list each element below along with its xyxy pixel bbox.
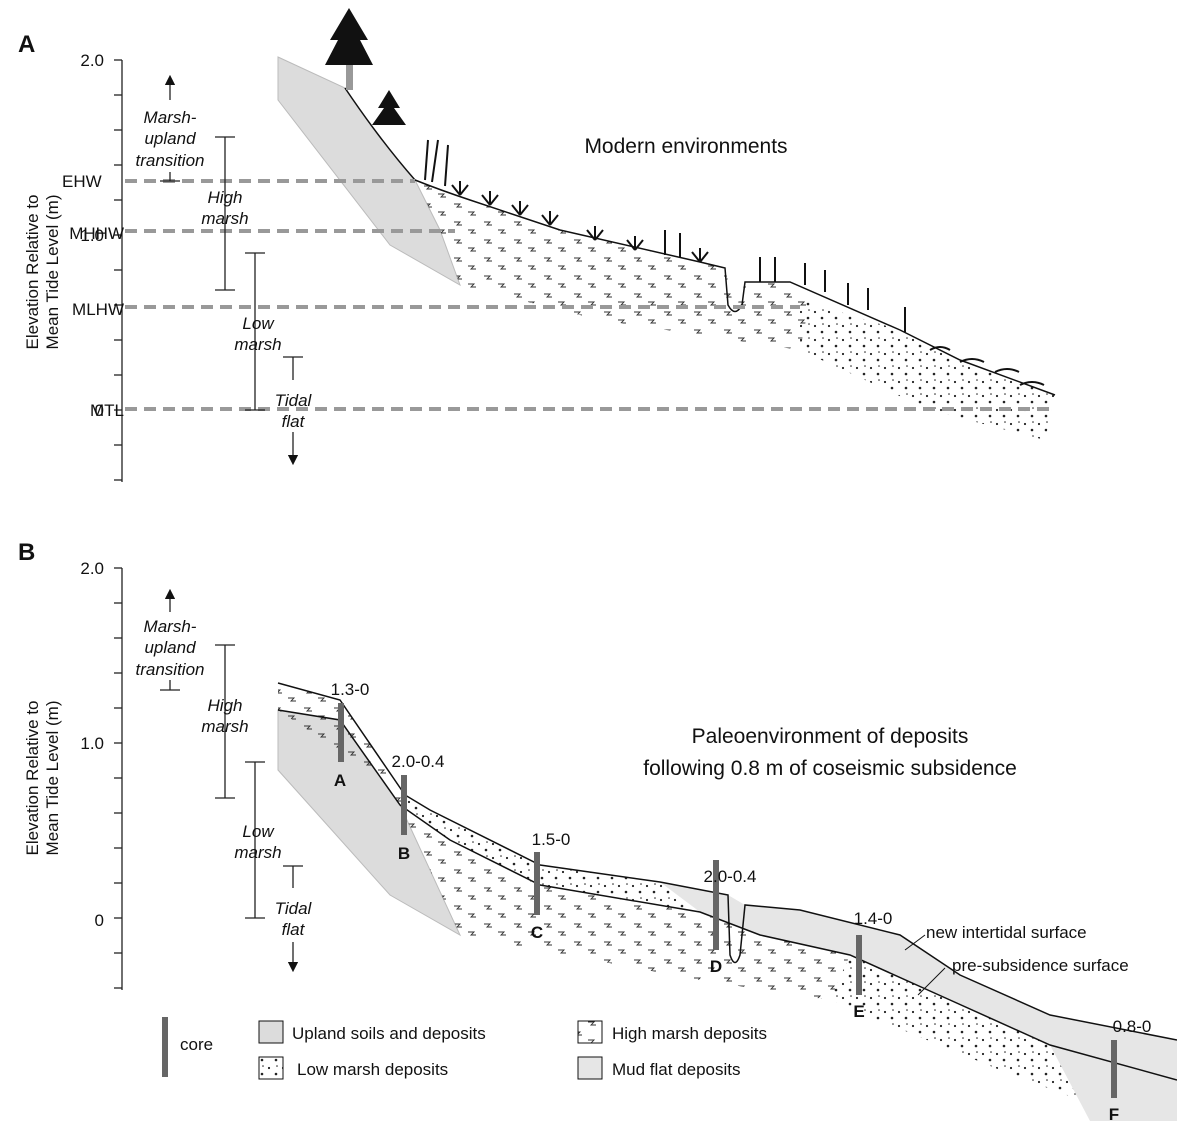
tide-level-label: MHHW: [69, 224, 124, 243]
legend-label: Mud flat deposits: [612, 1060, 741, 1079]
legend-label: core: [180, 1035, 213, 1054]
zone-label: Tidal: [275, 391, 313, 410]
core-range: 1.5-0: [532, 830, 571, 849]
y-axis-title-line: Elevation Relative to: [23, 701, 42, 856]
zone-label: flat: [282, 412, 306, 431]
panel-label: A: [18, 31, 35, 58]
core-name: D: [710, 957, 722, 976]
y-axis-title-line: Elevation Relative to: [23, 195, 42, 350]
core-name: C: [531, 923, 543, 942]
core-name: B: [398, 844, 410, 863]
core-range: 2.0-0.4: [704, 867, 757, 886]
legend-swatch: [259, 1021, 283, 1043]
core-range: 1.4-0: [854, 909, 893, 928]
zone-label: High: [208, 188, 243, 207]
tick-label: 2.0: [80, 51, 104, 70]
tick-label: 2.0: [80, 559, 104, 578]
core-range: 0.8-0: [1113, 1017, 1152, 1036]
zone-label: High: [208, 696, 243, 715]
core-range: 2.0-0.4: [392, 752, 445, 771]
legend-swatch: [578, 1021, 602, 1043]
high-marsh-deposits: [415, 180, 810, 350]
zone-label: transition: [136, 151, 205, 170]
zone-label: upland: [144, 129, 196, 148]
panel-title: Paleoenvironment of deposits: [692, 725, 969, 748]
surface-label: new intertidal surface: [926, 923, 1087, 942]
figure: A Elevation Relative to Mean Tide Level …: [0, 0, 1177, 1121]
zone-label: marsh: [234, 335, 281, 354]
legend-label: Upland soils and deposits: [292, 1024, 486, 1043]
zone-label: marsh: [201, 717, 248, 736]
zone-label: Marsh-: [144, 617, 197, 636]
zone-label: Tidal: [275, 899, 313, 918]
legend: core Upland soils and deposits High mars…: [162, 1017, 767, 1079]
panel-a: A Elevation Relative to Mean Tide Level …: [18, 8, 1055, 482]
tick-label: 0: [95, 911, 104, 930]
tide-level-label: MTL: [90, 401, 124, 420]
legend-label: Low marsh deposits: [297, 1060, 448, 1079]
core-range: 1.3-0: [331, 680, 370, 699]
legend-swatch: [162, 1017, 168, 1077]
zone-label: transition: [136, 660, 205, 679]
y-axis-title-line: Mean Tide Level (m): [43, 701, 62, 856]
y-axis: [114, 568, 122, 990]
y-axis-title: Elevation Relative to Mean Tide Level (m…: [23, 195, 62, 350]
y-axis-title-line: Mean Tide Level (m): [43, 195, 62, 350]
zone-label: marsh: [234, 843, 281, 862]
y-axis-title: Elevation Relative to Mean Tide Level (m…: [23, 701, 62, 856]
tick-label: 1.0: [80, 734, 104, 753]
tree: [372, 90, 406, 125]
zone-label: Low: [242, 314, 275, 333]
zone-label: Marsh-: [144, 108, 197, 127]
tree: [325, 8, 373, 65]
tide-level-label: EHW: [62, 172, 102, 191]
core-name: F: [1109, 1105, 1119, 1121]
legend-label: High marsh deposits: [612, 1024, 767, 1043]
zone-label: flat: [282, 920, 306, 939]
zone-label: marsh: [201, 209, 248, 228]
panel-label: B: [18, 539, 35, 566]
panel-title: Modern environments: [584, 135, 787, 158]
legend-swatch: [578, 1057, 602, 1079]
zone-label: Low: [242, 822, 275, 841]
legend-swatch: [259, 1057, 283, 1079]
panel-title: following 0.8 m of coseismic subsidence: [643, 757, 1017, 780]
tide-level-label: MLHW: [72, 300, 124, 319]
zone-label: upland: [144, 638, 196, 657]
core-name: A: [334, 771, 346, 790]
surface-label: pre-subsidence surface: [952, 956, 1129, 975]
core-name: E: [853, 1002, 864, 1021]
